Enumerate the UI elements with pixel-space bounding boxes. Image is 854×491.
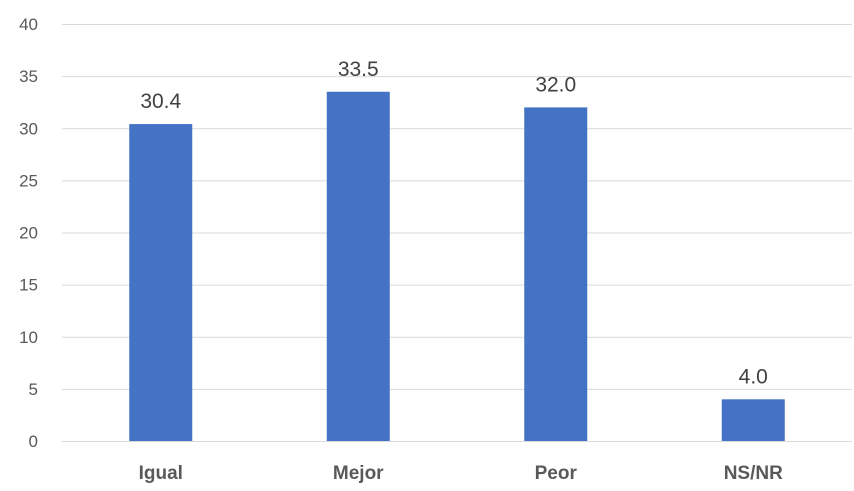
x-tick-label: Mejor [333,463,384,484]
y-axis-tick-labels: 0 5 10 15 20 25 30 35 40 [19,15,38,451]
data-label: 30.4 [140,90,181,113]
data-label: 32.0 [535,73,576,96]
y-tick-label: 35 [19,67,38,86]
y-tick-label: 5 [29,380,38,399]
y-tick-label: 15 [19,276,38,295]
data-label: 33.5 [338,58,379,81]
y-tick-label: 25 [19,171,38,190]
y-tick-label: 10 [19,328,38,347]
x-tick-label: Peor [535,463,578,484]
x-tick-label: Igual [139,463,183,484]
bar [721,399,785,441]
data-label: 4.0 [739,365,768,388]
y-tick-label: 20 [19,224,38,243]
data-labels: 30.4 33.5 32.0 4.0 [140,58,768,389]
x-tick-label: NS/NR [724,463,783,484]
gridlines [62,24,852,442]
y-tick-label: 40 [19,15,38,34]
x-axis-tick-labels: Igual Mejor Peor NS/NR [139,463,784,484]
bar [524,107,588,442]
y-tick-label: 30 [19,119,38,138]
y-tick-label: 0 [29,432,38,451]
bars [129,91,785,442]
bar [129,124,193,441]
bar [326,91,390,441]
